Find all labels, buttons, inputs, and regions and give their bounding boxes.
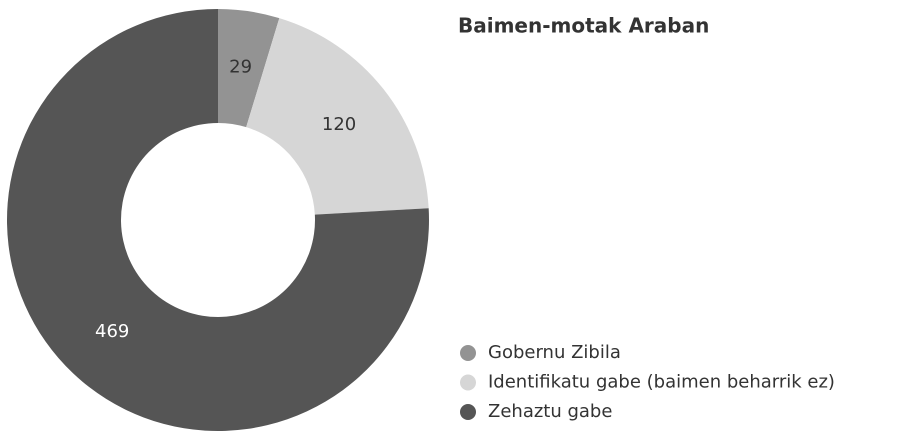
legend-label: Gobernu Zibila (488, 342, 621, 363)
legend-swatch (460, 404, 476, 420)
legend-swatch (460, 345, 476, 361)
data-label: 469 (95, 321, 129, 342)
data-label: 120 (322, 114, 356, 135)
data-label: 29 (229, 57, 252, 78)
donut-slice (218, 9, 280, 128)
legend-swatch (460, 374, 476, 391)
legend-label: Zehaztu gabe (488, 401, 612, 422)
donut-slice (7, 9, 429, 432)
donut-slice (246, 18, 429, 215)
legend-label: Identifikatu gabe (baimen beharrik ez) (488, 372, 835, 393)
chart-title: Baimen-motak Araban (458, 14, 709, 38)
